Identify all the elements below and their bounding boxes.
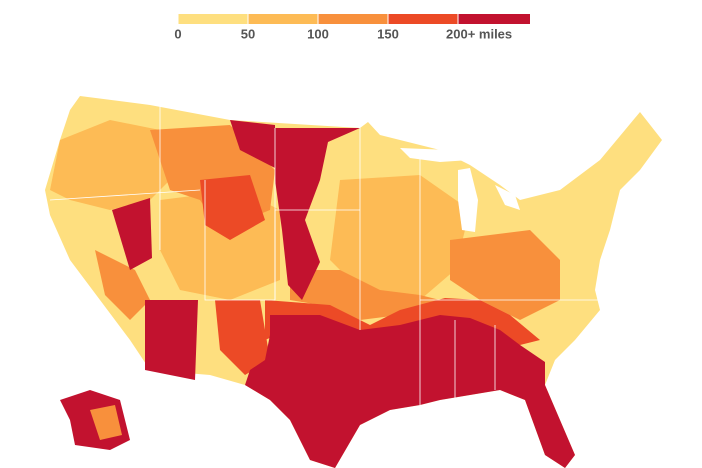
region [450,230,560,320]
legend-label: 100 [307,26,329,41]
region [112,198,152,270]
legend-swatch [178,14,248,24]
lake [400,148,470,162]
legend-swatch [458,14,530,24]
region [330,175,470,300]
region [265,298,540,345]
legend-label: 200+ miles [446,26,512,41]
region [245,315,575,468]
legend-label: 0 [174,26,181,41]
region [95,250,150,320]
legend-label: 150 [377,26,399,41]
legend-swatch [318,14,388,24]
state-borders [49,189,201,201]
region [200,175,265,240]
legend: 0 50 100 150 200+ miles [174,14,530,41]
lake [495,185,520,210]
region [230,120,275,168]
region [90,405,122,440]
region [145,300,198,380]
region [50,120,180,210]
map [45,96,662,468]
legend-swatch [388,14,458,24]
legend-swatch [248,14,318,24]
legend-label: 50 [241,26,255,41]
lake [458,168,478,232]
region [215,300,270,375]
region [275,128,360,300]
